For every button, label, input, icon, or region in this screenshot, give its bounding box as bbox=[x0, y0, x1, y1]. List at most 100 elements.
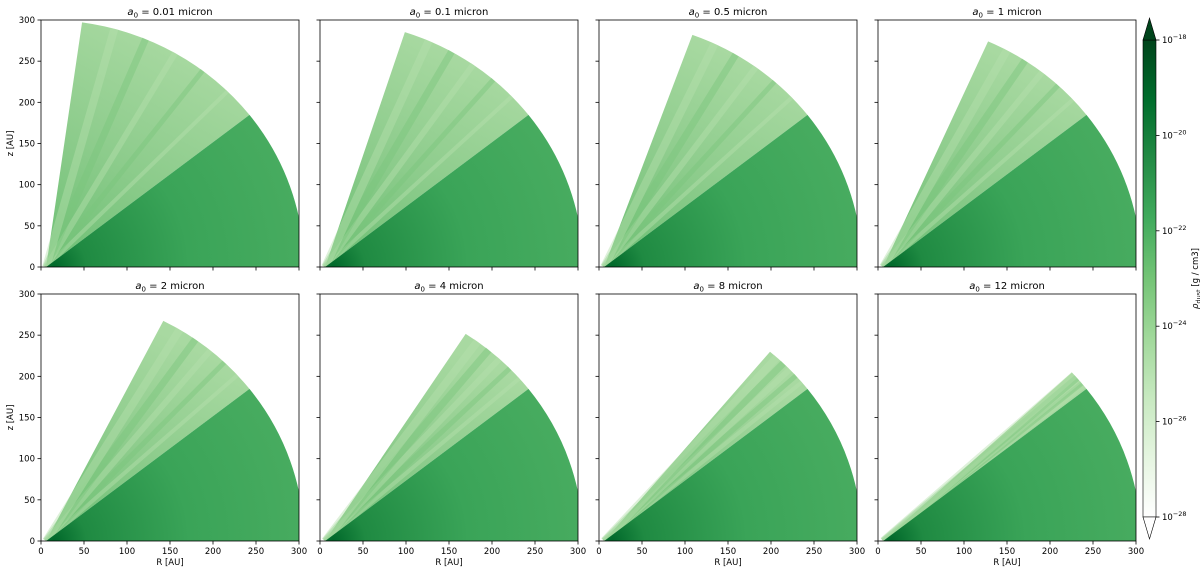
envelope-streak bbox=[601, 65, 759, 267]
x-tick-label: 300 bbox=[1128, 547, 1144, 557]
envelope-region bbox=[604, 351, 808, 541]
envelope-streak bbox=[321, 339, 481, 541]
disk-region bbox=[46, 388, 299, 541]
envelope-streak bbox=[881, 98, 1075, 267]
panel-title: a0 = 12 micron bbox=[969, 281, 1045, 294]
envelope-streak bbox=[881, 381, 1084, 541]
x-tick-label: 250 bbox=[806, 547, 822, 557]
disk-region bbox=[883, 114, 1136, 267]
envelope-streak bbox=[42, 37, 149, 267]
envelope-streak bbox=[880, 58, 1028, 267]
x-tick-label: 300 bbox=[291, 547, 307, 557]
y-tick-label: 300 bbox=[19, 16, 35, 26]
panel-7: 0 50 100 150 200 250 300 a0 = 8 micron R [AU] bbox=[595, 281, 865, 568]
x-axis-label: R [AU] bbox=[714, 558, 741, 568]
envelope-streak bbox=[322, 356, 502, 541]
y-tick-label: 200 bbox=[19, 98, 35, 108]
y-tick-label: 100 bbox=[19, 181, 35, 191]
envelope-streak bbox=[44, 89, 229, 267]
colorbar-extend-min bbox=[1142, 516, 1157, 541]
x-tick-label: 250 bbox=[527, 547, 543, 557]
envelope-streak bbox=[600, 41, 719, 267]
envelope-streak bbox=[43, 337, 199, 541]
colorbar-tick-label: 10−28 bbox=[1162, 510, 1187, 523]
x-axis-label: R [AU] bbox=[435, 558, 462, 568]
y-tick-label: 50 bbox=[24, 496, 35, 506]
colorbar-tick-label: 10−22 bbox=[1162, 224, 1187, 237]
x-tick-label: 0 bbox=[875, 547, 880, 557]
panel-title: a0 = 0.5 micron bbox=[689, 7, 768, 20]
envelope-region bbox=[46, 320, 250, 541]
panel-6: 0 50 100 150 200 250 300 a0 = 4 micron R [AU] bbox=[316, 281, 586, 568]
x-tick-label: 100 bbox=[398, 547, 414, 557]
envelope-region bbox=[325, 333, 529, 541]
envelope-streak bbox=[880, 375, 1080, 541]
envelope-streak bbox=[43, 51, 178, 267]
x-tick-label: 250 bbox=[248, 547, 264, 557]
envelope-streak bbox=[322, 49, 455, 267]
envelope-streak bbox=[44, 373, 239, 541]
disk-region bbox=[883, 388, 1136, 541]
panel-title: a0 = 8 micron bbox=[693, 281, 762, 294]
y-tick-label: 250 bbox=[19, 57, 35, 67]
envelope-streak bbox=[322, 347, 492, 541]
envelope-streak bbox=[602, 380, 804, 541]
envelope-region bbox=[883, 41, 1087, 267]
envelope-streak bbox=[322, 62, 476, 267]
density-map bbox=[321, 32, 578, 267]
panel-5: 0 50 100 150 200 250 300 0 50 100 150 200 250 300 a0 =… bbox=[6, 281, 307, 568]
envelope-streak bbox=[601, 360, 786, 541]
panel-title: a0 = 1 micron bbox=[972, 7, 1041, 20]
x-tick-label: 150 bbox=[441, 547, 457, 557]
x-tick-label: 100 bbox=[677, 547, 693, 557]
envelope-region bbox=[604, 34, 808, 267]
x-tick-label: 50 bbox=[916, 547, 927, 557]
envelope-streak bbox=[43, 348, 213, 541]
envelope-streak bbox=[602, 79, 777, 267]
x-tick-label: 200 bbox=[484, 547, 500, 557]
panel-2: a0 = 0.1 micron bbox=[316, 7, 579, 271]
x-tick-label: 0 bbox=[317, 547, 322, 557]
envelope-region bbox=[883, 372, 1087, 541]
colorbar-tick-label: 10−18 bbox=[1162, 33, 1187, 46]
y-tick-label: 0 bbox=[30, 537, 35, 547]
envelope-streak bbox=[879, 48, 1011, 267]
envelope-streak bbox=[323, 77, 496, 267]
envelope-streak bbox=[44, 360, 227, 541]
panel-4: a0 = 1 micron bbox=[874, 7, 1137, 271]
colorbar-tick-label: 10−20 bbox=[1162, 128, 1187, 141]
density-map bbox=[42, 320, 299, 541]
panels-grid: 0 50 100 150 200 250 300 a0 = 0.01 micron z [AU]… bbox=[6, 7, 1144, 568]
panel-3: a0 = 0.5 micron bbox=[595, 7, 858, 271]
envelope-streak bbox=[881, 83, 1060, 267]
y-tick-label: 150 bbox=[19, 140, 35, 150]
envelope-streak bbox=[881, 384, 1086, 541]
panel-title: a0 = 2 micron bbox=[135, 281, 204, 294]
y-axis-label: z [AU] bbox=[6, 405, 16, 431]
envelope-streak bbox=[602, 367, 792, 541]
colorbar-gradient bbox=[1142, 39, 1157, 518]
panel-8: 0 50 100 150 200 250 300 a0 = 12 micron R [AU] bbox=[874, 281, 1144, 568]
envelope-streak bbox=[42, 327, 184, 541]
x-tick-label: 0 bbox=[38, 547, 43, 557]
x-tick-label: 200 bbox=[1042, 547, 1058, 557]
density-map bbox=[880, 372, 1136, 541]
x-tick-label: 0 bbox=[596, 547, 601, 557]
panel-title: a0 = 0.01 micron bbox=[127, 7, 212, 20]
panel-title: a0 = 4 micron bbox=[414, 281, 483, 294]
colorbar-tick-label: 10−24 bbox=[1162, 319, 1187, 332]
envelope-streak bbox=[602, 373, 798, 541]
disk-region bbox=[325, 388, 578, 541]
envelope-streak bbox=[44, 69, 205, 267]
disk-region bbox=[325, 114, 578, 267]
x-tick-label: 50 bbox=[79, 547, 90, 557]
x-tick-label: 200 bbox=[763, 547, 779, 557]
x-axis-label: R [AU] bbox=[993, 558, 1020, 568]
y-tick-label: 150 bbox=[19, 414, 35, 424]
x-tick-label: 150 bbox=[999, 547, 1015, 557]
density-map bbox=[321, 333, 578, 541]
envelope-region bbox=[325, 32, 529, 267]
x-tick-label: 50 bbox=[637, 547, 648, 557]
envelope-streak bbox=[602, 96, 794, 267]
